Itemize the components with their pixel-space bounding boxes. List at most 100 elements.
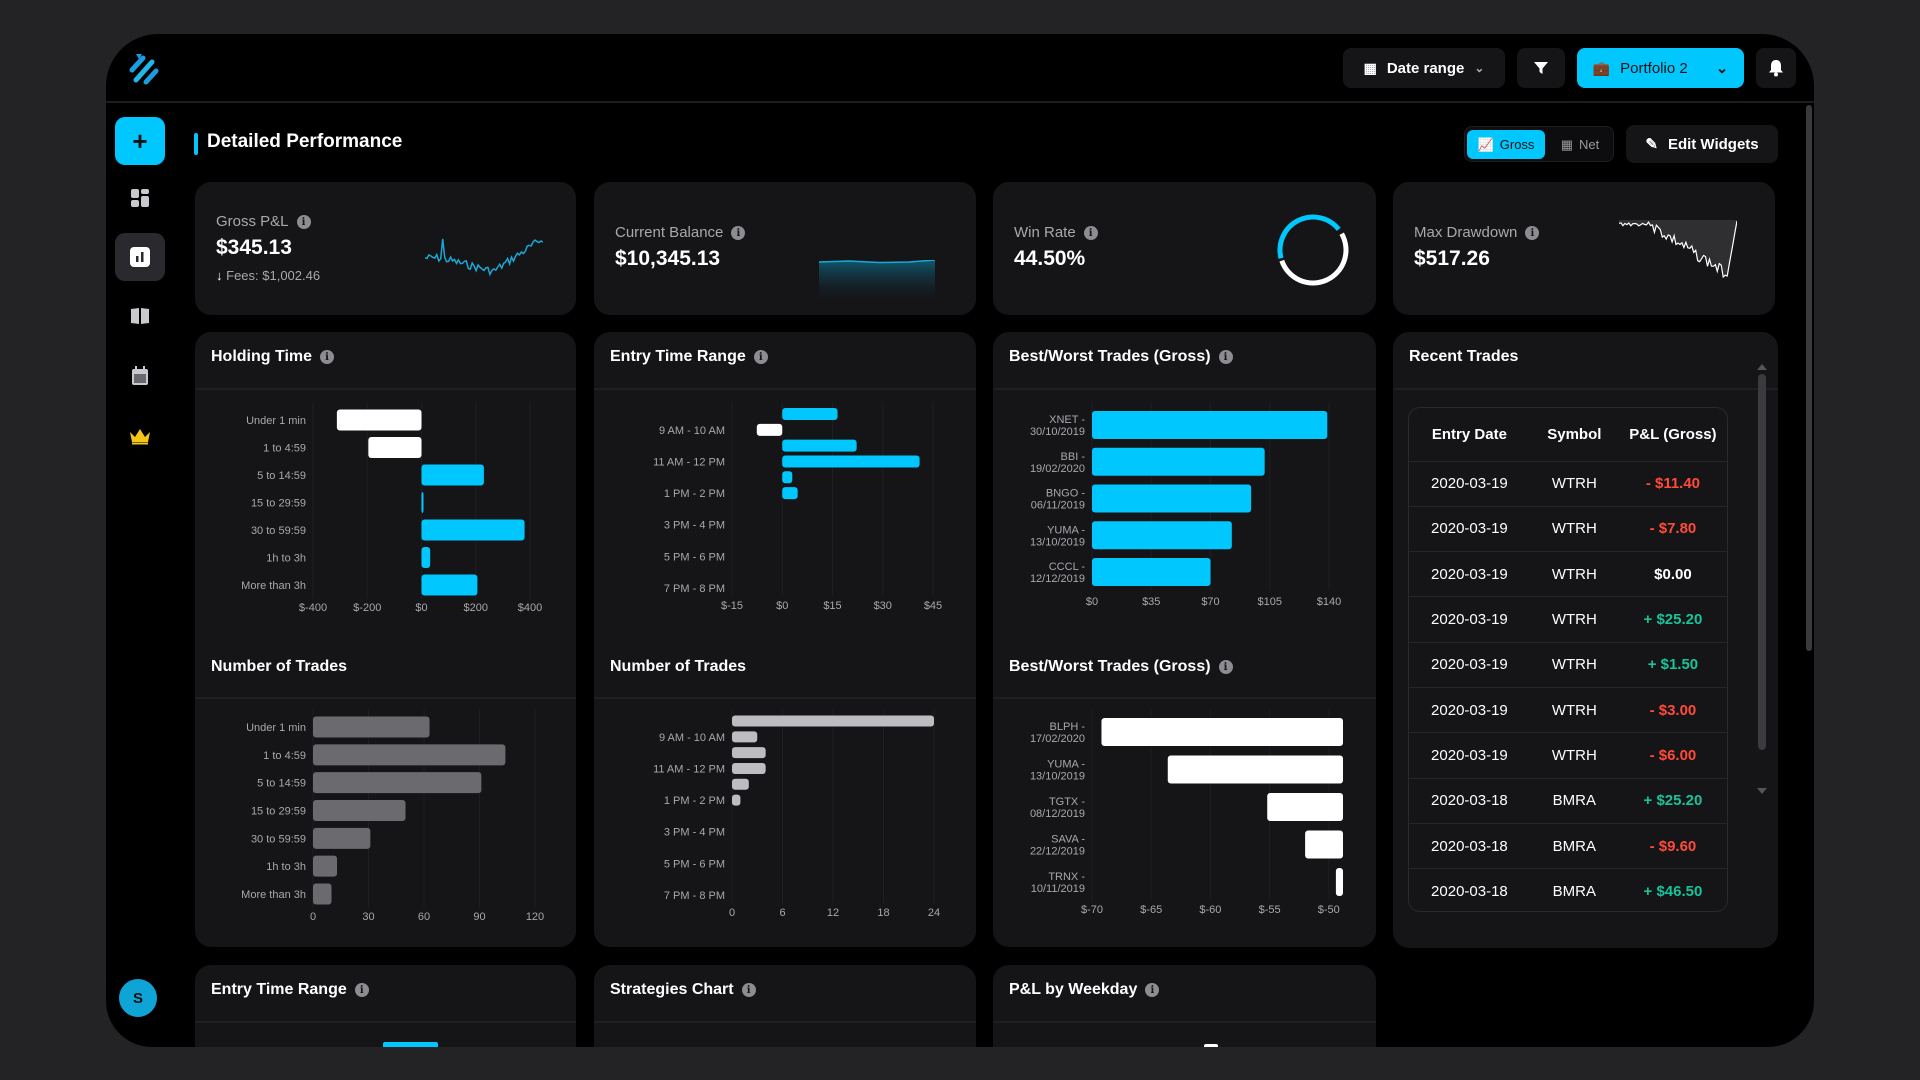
x-tick-label: 0 xyxy=(729,907,735,919)
x-tick-label: $45 xyxy=(924,600,942,612)
chart-bar[interactable] xyxy=(782,455,920,468)
app-logo[interactable] xyxy=(126,50,162,86)
sidebar-item-calendar[interactable] xyxy=(115,352,165,400)
scroll-down-icon[interactable] xyxy=(1757,788,1767,794)
table-row[interactable]: 2020-03-19 WTRH - $7.80 xyxy=(1409,506,1727,551)
x-tick-label: 18 xyxy=(877,907,889,919)
chart-bar[interactable] xyxy=(732,731,758,743)
table-row[interactable]: 2020-03-19 WTRH $0.00 xyxy=(1409,551,1727,597)
net-toggle[interactable]: ▦ Net xyxy=(1549,130,1611,159)
info-icon[interactable]: i xyxy=(320,350,335,364)
stat-label: Gross P&L i xyxy=(216,213,311,230)
user-avatar[interactable]: S xyxy=(119,979,157,1017)
chart-bar[interactable] xyxy=(1092,411,1328,439)
column-header-symbol[interactable]: Symbol xyxy=(1547,425,1602,443)
table-row[interactable]: 2020-03-19 WTRH + $25.20 xyxy=(1409,596,1727,642)
info-icon[interactable]: i xyxy=(296,215,311,230)
chart-bar[interactable] xyxy=(732,762,766,774)
notifications-button[interactable] xyxy=(1756,48,1796,88)
chart-bar[interactable] xyxy=(782,471,793,484)
chart-bar[interactable] xyxy=(1101,718,1343,746)
info-icon[interactable]: i xyxy=(1525,226,1540,241)
x-tick-label: $-70 xyxy=(1081,904,1103,916)
column-header-entry-date[interactable]: Entry Date xyxy=(1431,425,1507,443)
chart-bar[interactable] xyxy=(313,827,371,849)
chart-bar[interactable] xyxy=(313,716,430,738)
page-scrollbar[interactable] xyxy=(1806,105,1812,651)
chart-bar[interactable] xyxy=(1092,447,1265,476)
chart-bar[interactable] xyxy=(313,855,338,877)
chart-bar[interactable] xyxy=(1092,521,1232,550)
chart-bar[interactable] xyxy=(421,464,484,486)
column-header-pnl[interactable]: P&L (Gross) xyxy=(1629,425,1717,443)
win-rate-donut xyxy=(1277,214,1349,286)
info-icon[interactable]: i xyxy=(1083,226,1098,241)
scroll-up-icon[interactable] xyxy=(1757,364,1767,370)
widget-title: Strategies Chart i xyxy=(610,981,756,999)
chart-bar[interactable] xyxy=(756,423,783,436)
info-icon[interactable]: i xyxy=(354,983,369,997)
chart-bar[interactable] xyxy=(732,778,749,790)
table-row[interactable]: 2020-03-19 WTRH - $6.00 xyxy=(1409,732,1727,778)
divider xyxy=(594,697,976,699)
chart-bar[interactable] xyxy=(336,409,422,431)
table-row[interactable]: 2020-03-18 BMRA - $9.60 xyxy=(1409,823,1727,868)
chart-bar[interactable] xyxy=(1305,830,1343,859)
chart-bar[interactable] xyxy=(1167,755,1343,784)
chart-bar[interactable] xyxy=(1335,868,1343,896)
info-icon[interactable]: i xyxy=(1218,350,1233,364)
chart-bar[interactable] xyxy=(313,772,482,794)
chart-bar[interactable] xyxy=(368,437,422,458)
date-range-dropdown[interactable]: ▦ Date range ⌄ xyxy=(1343,48,1505,88)
chart-bar[interactable] xyxy=(782,439,857,452)
table-row[interactable]: 2020-03-19 WTRH - $11.40 xyxy=(1409,461,1727,506)
sidebar-item-journal[interactable] xyxy=(115,292,165,340)
divider xyxy=(594,388,976,390)
balance-line xyxy=(819,260,935,264)
gross-toggle[interactable]: 📈 Gross xyxy=(1467,130,1545,159)
sidebar-item-dashboard[interactable] xyxy=(115,174,165,222)
y-category-label: 1 PM - 2 PM xyxy=(664,488,725,500)
chart-bar[interactable] xyxy=(782,408,838,420)
x-tick-label: $400 xyxy=(518,602,542,614)
info-icon[interactable]: i xyxy=(1218,660,1233,674)
edit-widgets-button[interactable]: ✎ Edit Widgets xyxy=(1626,125,1778,163)
info-icon[interactable]: i xyxy=(731,226,746,241)
chart-bar[interactable] xyxy=(732,747,766,759)
info-icon[interactable]: i xyxy=(741,983,756,997)
net-label: Net xyxy=(1579,137,1600,152)
chart-bar[interactable] xyxy=(421,519,525,541)
info-icon[interactable]: i xyxy=(1145,983,1160,997)
chart-bar[interactable] xyxy=(421,574,478,596)
chart-bar[interactable] xyxy=(313,744,506,766)
table-row[interactable]: 2020-03-19 WTRH + $1.50 xyxy=(1409,642,1727,687)
chart-bar[interactable] xyxy=(313,883,332,905)
sidebar-item-premium[interactable] xyxy=(115,412,165,460)
chart-bar[interactable] xyxy=(732,794,741,806)
x-tick-label: $-65 xyxy=(1140,904,1162,916)
add-button[interactable]: + xyxy=(115,117,165,165)
table-row[interactable]: 2020-03-18 BMRA + $25.20 xyxy=(1409,778,1727,823)
chart-bar[interactable] xyxy=(421,547,431,568)
y-category-label: 15 to 29:59 xyxy=(251,498,306,510)
y-category-label: YUMA - xyxy=(1047,524,1085,536)
chart-bar[interactable] xyxy=(782,487,798,500)
widget-title: Number of Trades xyxy=(610,658,747,675)
table-row[interactable]: 2020-03-19 WTRH - $3.00 xyxy=(1409,687,1727,732)
sidebar-item-reports[interactable] xyxy=(115,233,165,281)
stat-card-max-drawdown: Max Drawdown i $517.26 xyxy=(1393,182,1775,315)
y-category-label: 11 AM - 12 PM xyxy=(653,456,725,468)
filter-button[interactable] xyxy=(1517,48,1565,88)
chart-bar[interactable] xyxy=(732,715,934,727)
portfolio-dropdown[interactable]: 💼 Portfolio 2 ⌄ xyxy=(1577,48,1744,88)
chart-bar[interactable] xyxy=(1267,793,1343,821)
chart-bar[interactable] xyxy=(1092,558,1211,586)
table-row[interactable]: 2020-03-18 BMRA + $46.50 xyxy=(1409,868,1727,911)
chart-bar[interactable] xyxy=(1092,484,1252,513)
chart-bar[interactable] xyxy=(421,492,424,513)
table-scrollbar-thumb[interactable] xyxy=(1758,374,1766,750)
chart-bar[interactable] xyxy=(313,800,406,821)
title-accent xyxy=(194,133,198,155)
info-icon[interactable]: i xyxy=(753,350,768,364)
x-tick-label: $140 xyxy=(1317,596,1341,608)
